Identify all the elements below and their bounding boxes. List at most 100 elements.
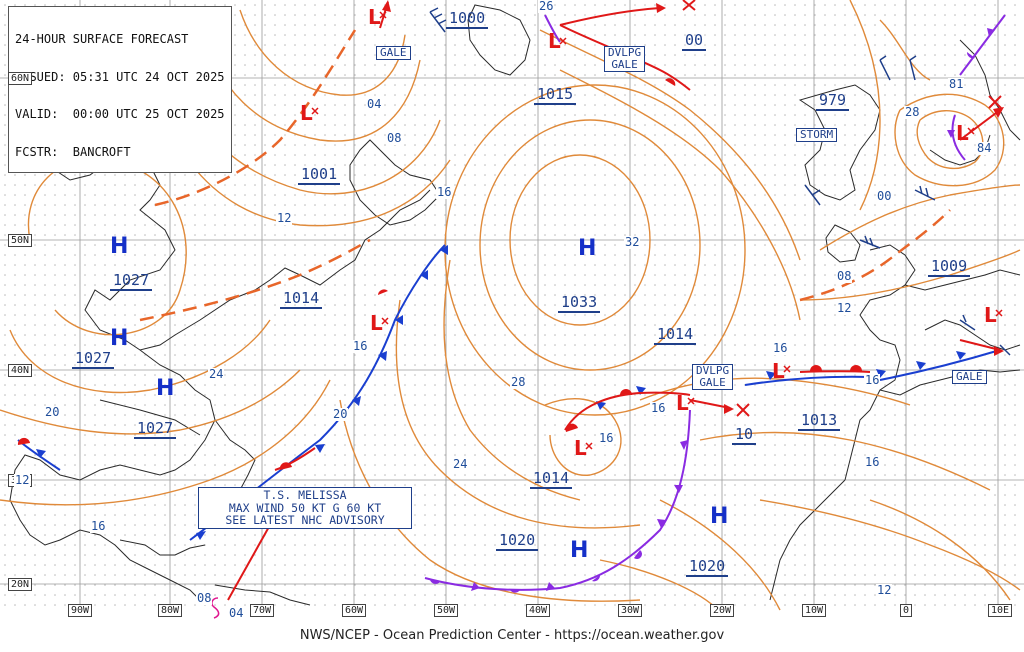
isobar-label: 12 (14, 473, 31, 487)
isobar-label: 16 (864, 455, 881, 469)
isobar-label: 16 (90, 519, 107, 533)
tropical-storm-icon (211, 597, 220, 619)
isobar-label: 12 (276, 211, 293, 225)
wind-barbs (429, 7, 1011, 356)
warning-label-developing: DVLPG (696, 364, 730, 377)
lon-label-10w: 10W (802, 604, 827, 617)
high-center-lakes-2: H (110, 326, 129, 351)
lon-label-90w: 90W (68, 604, 93, 617)
isobar-label: 28 (510, 375, 527, 389)
lon-label-40w: 40W (526, 604, 551, 617)
forecast-header: 24-HOUR SURFACE FORECAST ISSUED: 05:31 U… (8, 6, 232, 173)
pressure-1027-coast: 1027 (72, 350, 115, 369)
isobar-label: 12 (876, 583, 893, 597)
isobar-label: 32 (624, 235, 641, 249)
warning-label-gale: GALE (699, 376, 726, 389)
svg-text:L: L (676, 391, 689, 415)
high-center-south: H (570, 538, 589, 563)
lon-label-0: 0 (900, 604, 913, 617)
pressure-00-north: 00 (682, 32, 707, 51)
warning-label-developing: DVLPG (608, 46, 642, 59)
occluded-fronts (424, 14, 1006, 591)
warning-developing-gale-central: DVLPG GALE (692, 364, 734, 390)
header-valid: VALID: 00:00 UTC 25 OCT 2025 (15, 107, 225, 121)
pressure-1027-southeast: 1027 (134, 420, 177, 439)
svg-text:L: L (370, 311, 383, 335)
warning-gale-northwest: GALE (376, 46, 411, 60)
isobar-label: 16 (772, 341, 789, 355)
warm-front-bumps (17, 78, 862, 470)
cold-front-barbs (36, 245, 966, 540)
warning-storm: STORM (796, 128, 838, 142)
isobar-label: 04 (228, 606, 245, 620)
warning-developing-gale-north: DVLPG GALE (604, 46, 646, 72)
header-issued: ISSUED: 05:31 UTC 24 OCT 2025 (15, 69, 225, 84)
low-x-marks (311, 11, 1003, 450)
pressure-1020-east: 1020 (686, 558, 729, 577)
isobar-label: 16 (598, 431, 615, 445)
storm-max-wind: MAX WIND 50 KT G 60 KT (228, 500, 382, 515)
isobar-label: 24 (452, 457, 469, 471)
svg-text:L: L (956, 121, 969, 145)
low-symbols: L L L L L L L L L (300, 5, 997, 460)
isobar-label: 00 (876, 189, 893, 203)
pressure-1000-north: 1000 (446, 10, 489, 29)
isobar-label: 16 (436, 185, 453, 199)
isobar-label: 16 (864, 373, 881, 387)
isobar-label: 84 (976, 141, 993, 155)
header-title: 24-HOUR SURFACE FORECAST (15, 32, 189, 46)
high-center-southeast: H (156, 376, 175, 401)
pressure-1014-central: 1014 (654, 326, 697, 345)
svg-text:L: L (300, 101, 313, 125)
svg-text:L: L (772, 359, 785, 383)
pressure-1013: 1013 (798, 412, 841, 431)
high-center-azores: H (710, 504, 729, 529)
header-forecaster: FCSTR: BANCROFT (15, 144, 131, 159)
occluded-front-marks (430, 28, 995, 593)
svg-text:L: L (548, 29, 561, 53)
lon-label-80w: 80W (158, 604, 183, 617)
lat-label-20n: 20N (8, 578, 33, 591)
storm-advisory-note: SEE LATEST NHC ADVISORY (225, 513, 385, 527)
isobar-label: 16 (650, 401, 667, 415)
warm-fronts (274, 24, 871, 471)
lon-label-30w: 30W (618, 604, 643, 617)
warning-gale-east: GALE (952, 370, 987, 384)
isobar-label: 04 (366, 97, 383, 111)
pressure-1020-west: 1020 (496, 532, 539, 551)
lon-label-70w: 70W (250, 604, 275, 617)
pressure-1014-south: 1014 (530, 470, 573, 489)
svg-text:L: L (368, 5, 381, 29)
troughs (139, 29, 951, 322)
svg-text:L: L (574, 436, 587, 460)
pressure-10: 10 (732, 426, 757, 445)
pressure-1015: 1015 (534, 86, 577, 105)
isobar-label: 08 (836, 269, 853, 283)
lon-label-20w: 20W (710, 604, 735, 617)
pressure-1027-lakes: 1027 (110, 272, 153, 291)
isobar-label: 08 (196, 591, 213, 605)
high-center-great-lakes: H (110, 234, 129, 259)
lon-label-10e: 10E (988, 604, 1013, 617)
pressure-1014-west: 1014 (280, 290, 323, 309)
coastlines (9, 4, 1021, 606)
lat-label-60n: 60N (8, 72, 33, 85)
lon-label-60w: 60W (342, 604, 367, 617)
warning-label-gale: GALE (611, 58, 638, 71)
isobar-label: 26 (538, 0, 555, 13)
isobar-label: 81 (948, 77, 965, 91)
isobar-label: 08 (386, 131, 403, 145)
footer-credit: NWS/NCEP - Ocean Prediction Center - htt… (299, 628, 725, 643)
isobar-label: 24 (208, 367, 225, 381)
svg-text:L: L (984, 303, 997, 327)
storm-name: T.S. MELISSA (263, 488, 347, 502)
pressure-1009: 1009 (928, 258, 971, 277)
storm-track-heads (382, 0, 1004, 414)
pressure-1033: 1033 (558, 294, 601, 313)
lon-label-50w: 50W (434, 604, 459, 617)
x-marks (682, 0, 1002, 417)
pressure-979: 979 (816, 92, 850, 111)
isobar-label: 12 (836, 301, 853, 315)
tropical-storm-advisory-box: T.S. MELISSA MAX WIND 50 KT G 60 KT SEE … (198, 487, 412, 529)
high-center-mid-atlantic: H (578, 236, 597, 261)
